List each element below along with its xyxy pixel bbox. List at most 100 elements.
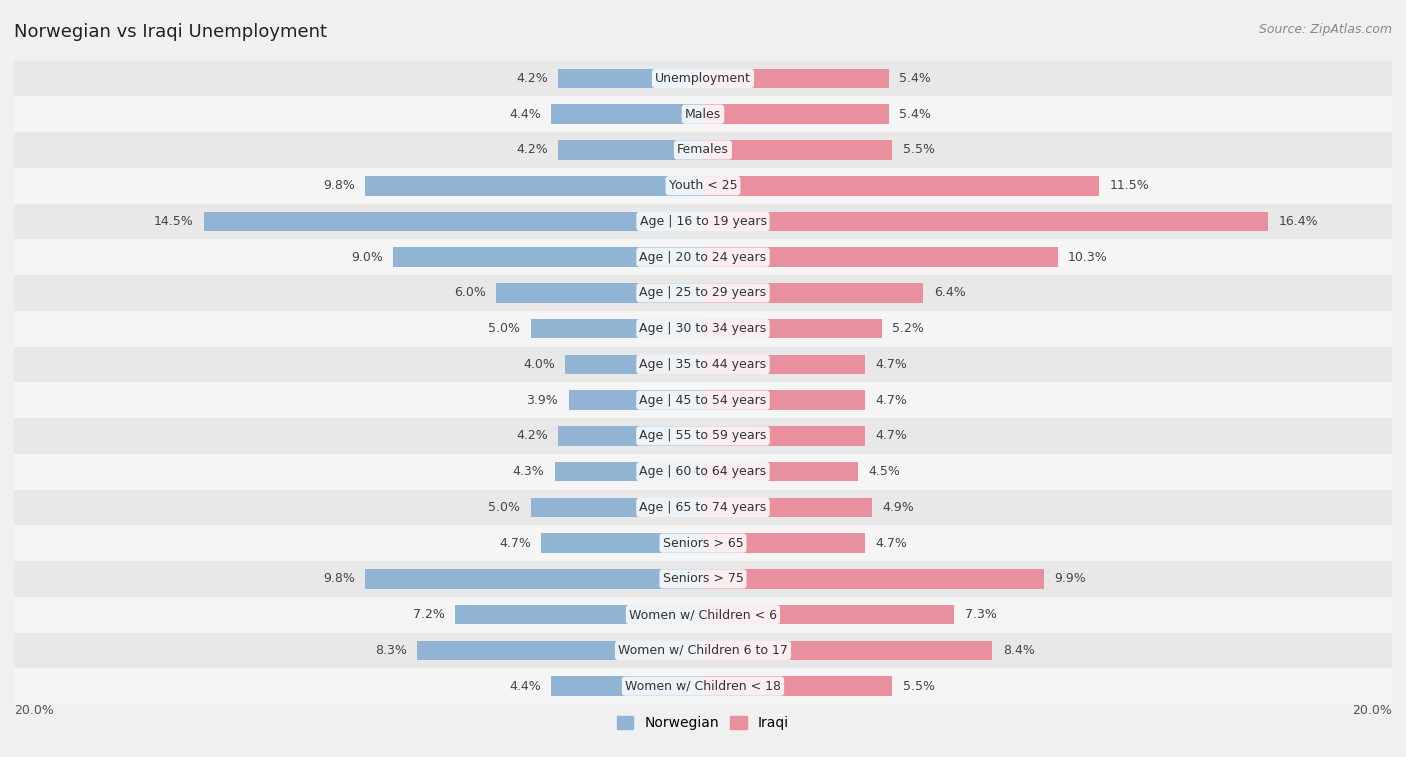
Bar — [551, 676, 703, 696]
Bar — [14, 597, 1392, 633]
Text: 4.0%: 4.0% — [523, 358, 555, 371]
Bar — [703, 140, 893, 160]
Bar — [14, 561, 1392, 597]
Bar — [366, 569, 703, 589]
Text: 8.4%: 8.4% — [1002, 644, 1035, 657]
Bar — [703, 69, 889, 89]
Text: 4.3%: 4.3% — [513, 465, 544, 478]
Text: 8.3%: 8.3% — [375, 644, 406, 657]
Text: 3.9%: 3.9% — [527, 394, 558, 407]
Bar — [703, 676, 893, 696]
Bar — [703, 534, 865, 553]
Bar — [14, 204, 1392, 239]
Bar — [558, 69, 703, 89]
Text: 4.7%: 4.7% — [875, 394, 907, 407]
Text: 5.4%: 5.4% — [900, 107, 931, 120]
Bar — [703, 104, 889, 124]
Text: 4.2%: 4.2% — [516, 72, 548, 85]
Bar — [703, 605, 955, 625]
Bar — [14, 168, 1392, 204]
Text: 5.5%: 5.5% — [903, 143, 935, 157]
Text: Age | 16 to 19 years: Age | 16 to 19 years — [640, 215, 766, 228]
Text: 4.5%: 4.5% — [869, 465, 900, 478]
Text: 4.2%: 4.2% — [516, 143, 548, 157]
Text: 4.7%: 4.7% — [875, 358, 907, 371]
Text: 4.7%: 4.7% — [875, 429, 907, 442]
Text: Age | 60 to 64 years: Age | 60 to 64 years — [640, 465, 766, 478]
Bar — [204, 212, 703, 231]
Text: 5.5%: 5.5% — [903, 680, 935, 693]
Bar — [703, 569, 1045, 589]
Text: Women w/ Children < 6: Women w/ Children < 6 — [628, 608, 778, 621]
Bar — [703, 462, 858, 481]
Bar — [703, 176, 1099, 195]
Bar — [703, 248, 1057, 267]
Text: 9.8%: 9.8% — [323, 179, 356, 192]
Text: 10.3%: 10.3% — [1069, 251, 1108, 263]
Text: 5.2%: 5.2% — [893, 322, 924, 335]
Bar — [14, 275, 1392, 311]
Text: 6.4%: 6.4% — [934, 286, 966, 300]
Bar — [541, 534, 703, 553]
Bar — [14, 96, 1392, 132]
Bar — [531, 319, 703, 338]
Bar — [14, 490, 1392, 525]
Text: 5.0%: 5.0% — [488, 501, 520, 514]
Text: 9.8%: 9.8% — [323, 572, 356, 585]
Text: Women w/ Children < 18: Women w/ Children < 18 — [626, 680, 780, 693]
Text: Age | 65 to 74 years: Age | 65 to 74 years — [640, 501, 766, 514]
Text: 14.5%: 14.5% — [153, 215, 193, 228]
Text: Males: Males — [685, 107, 721, 120]
Text: 4.2%: 4.2% — [516, 429, 548, 442]
Bar — [14, 668, 1392, 704]
Text: Source: ZipAtlas.com: Source: ZipAtlas.com — [1258, 23, 1392, 36]
Bar — [703, 497, 872, 517]
Bar — [703, 319, 882, 338]
Text: 9.0%: 9.0% — [350, 251, 382, 263]
Text: 16.4%: 16.4% — [1278, 215, 1317, 228]
Bar — [14, 239, 1392, 275]
Text: Age | 35 to 44 years: Age | 35 to 44 years — [640, 358, 766, 371]
Bar — [703, 426, 865, 446]
Bar — [703, 354, 865, 374]
Text: 20.0%: 20.0% — [1353, 704, 1392, 717]
Text: 4.9%: 4.9% — [882, 501, 914, 514]
Text: 7.2%: 7.2% — [413, 608, 444, 621]
Text: 9.9%: 9.9% — [1054, 572, 1085, 585]
Text: Age | 30 to 34 years: Age | 30 to 34 years — [640, 322, 766, 335]
Text: Unemployment: Unemployment — [655, 72, 751, 85]
Text: Youth < 25: Youth < 25 — [669, 179, 737, 192]
Bar — [14, 61, 1392, 96]
Bar — [14, 453, 1392, 490]
Bar — [558, 140, 703, 160]
Text: Seniors > 75: Seniors > 75 — [662, 572, 744, 585]
Text: Norwegian vs Iraqi Unemployment: Norwegian vs Iraqi Unemployment — [14, 23, 328, 41]
Text: Women w/ Children 6 to 17: Women w/ Children 6 to 17 — [619, 644, 787, 657]
Bar — [565, 354, 703, 374]
Text: 4.7%: 4.7% — [499, 537, 531, 550]
Bar — [14, 418, 1392, 453]
Text: Age | 20 to 24 years: Age | 20 to 24 years — [640, 251, 766, 263]
Bar — [14, 347, 1392, 382]
Text: 4.4%: 4.4% — [509, 680, 541, 693]
Bar — [14, 132, 1392, 168]
Bar — [703, 391, 865, 410]
Bar — [14, 633, 1392, 668]
Bar — [14, 311, 1392, 347]
Text: 4.4%: 4.4% — [509, 107, 541, 120]
Bar — [551, 104, 703, 124]
Text: 6.0%: 6.0% — [454, 286, 486, 300]
Text: 5.0%: 5.0% — [488, 322, 520, 335]
Bar — [703, 283, 924, 303]
Bar — [418, 640, 703, 660]
Text: Age | 25 to 29 years: Age | 25 to 29 years — [640, 286, 766, 300]
Bar — [568, 391, 703, 410]
Text: 4.7%: 4.7% — [875, 537, 907, 550]
Text: Females: Females — [678, 143, 728, 157]
Bar — [456, 605, 703, 625]
Text: 5.4%: 5.4% — [900, 72, 931, 85]
Bar — [14, 382, 1392, 418]
Text: 7.3%: 7.3% — [965, 608, 997, 621]
Bar — [366, 176, 703, 195]
Bar — [703, 640, 993, 660]
